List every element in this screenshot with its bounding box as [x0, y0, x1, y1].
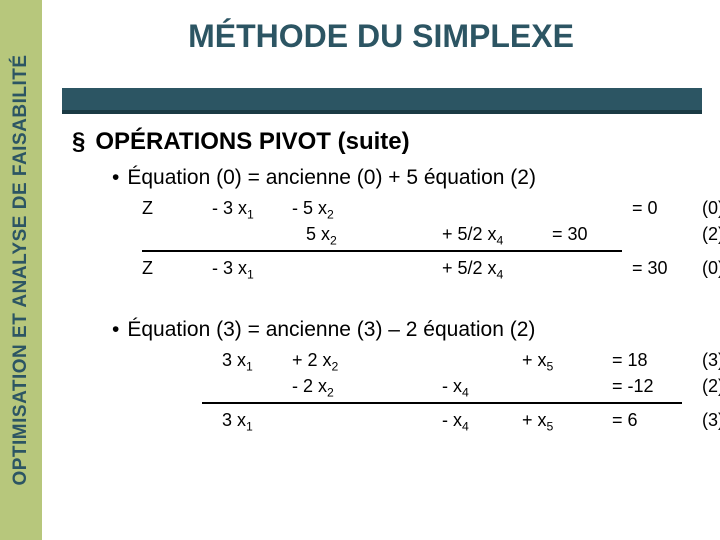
- bullet-dot: •: [112, 318, 119, 341]
- equation-cell: + 5/2 x4: [442, 258, 503, 282]
- equation-cell: - x4: [442, 410, 469, 434]
- block-heading-text: Équation (0) = ancienne (0) + 5 équation…: [127, 166, 536, 189]
- equation-cell: (3): [702, 410, 720, 431]
- equation-cell: + 5/2 x4: [442, 224, 503, 248]
- equation-cell: + x5: [522, 410, 553, 434]
- equation-cell: = 30: [632, 258, 668, 279]
- equation-row: - 2 x2 - x4 = -12 (2): [142, 376, 720, 400]
- section-bullet: §: [72, 128, 85, 155]
- equation-cell: - 3 x1: [212, 258, 254, 282]
- sidebar: OPTIMISATION ET ANALYSE DE FAISABILITÉ: [0, 0, 42, 540]
- equation-cell: = 18: [612, 350, 648, 371]
- equation-row: 3 x1 + 2 x2 + x5 = 18 (3): [142, 350, 720, 374]
- section-heading: § OPÉRATIONS PIVOT (suite): [72, 128, 410, 156]
- equation-cell: (2): [702, 224, 720, 245]
- equation-cell: 3 x1: [222, 410, 253, 434]
- equation-cell: = 30: [552, 224, 588, 245]
- equation-cell: (0): [702, 258, 720, 279]
- equation-cell: - 5 x2: [292, 198, 334, 222]
- slide-title: MÉTHODE DU SIMPLEXE: [42, 18, 720, 55]
- sidebar-label: OPTIMISATION ET ANALYSE DE FAISABILITÉ: [10, 54, 32, 485]
- equation-cell: (3): [702, 350, 720, 371]
- equation-cell: Z: [142, 258, 153, 279]
- equation-cell: (0): [702, 198, 720, 219]
- title-underline-bar: [62, 88, 702, 110]
- bullet-dot: •: [112, 166, 119, 189]
- equation-cell: 5 x2: [306, 224, 337, 248]
- equation-row: 5 x2 + 5/2 x4 = 30 (2): [142, 224, 720, 248]
- section-text: OPÉRATIONS PIVOT (suite): [95, 128, 409, 155]
- equation-cell: = 0: [632, 198, 658, 219]
- equation-cell: - x4: [442, 376, 469, 400]
- equation-cell: - 3 x1: [212, 198, 254, 222]
- slide-content: MÉTHODE DU SIMPLEXE § OPÉRATIONS PIVOT (s…: [42, 0, 720, 540]
- equation-cell: = -12: [612, 376, 654, 397]
- equation-cell: + 2 x2: [292, 350, 338, 374]
- equation-cell: + x5: [522, 350, 553, 374]
- equation-cell: = 6: [612, 410, 638, 431]
- equation-cell: Z: [142, 198, 153, 219]
- block-heading: • Équation (0) = ancienne (0) + 5 équatio…: [112, 166, 536, 190]
- block-heading: • Équation (3) = ancienne (3) – 2 équatio…: [112, 318, 535, 342]
- equation-cell: - 2 x2: [292, 376, 334, 400]
- equation-row: Z - 3 x1 + 5/2 x4 = 30 (0): [142, 258, 720, 282]
- equation-divider: [202, 402, 682, 404]
- equation-row: Z - 3 x1 - 5 x2 = 0 (0): [142, 198, 720, 222]
- equation-row: 3 x1 - x4 + x5 = 6 (3): [142, 410, 720, 434]
- equation-cell: 3 x1: [222, 350, 253, 374]
- block-heading-text: Équation (3) = ancienne (3) – 2 équation…: [127, 318, 535, 341]
- equation-divider: [142, 250, 622, 252]
- equation-cell: (2): [702, 376, 720, 397]
